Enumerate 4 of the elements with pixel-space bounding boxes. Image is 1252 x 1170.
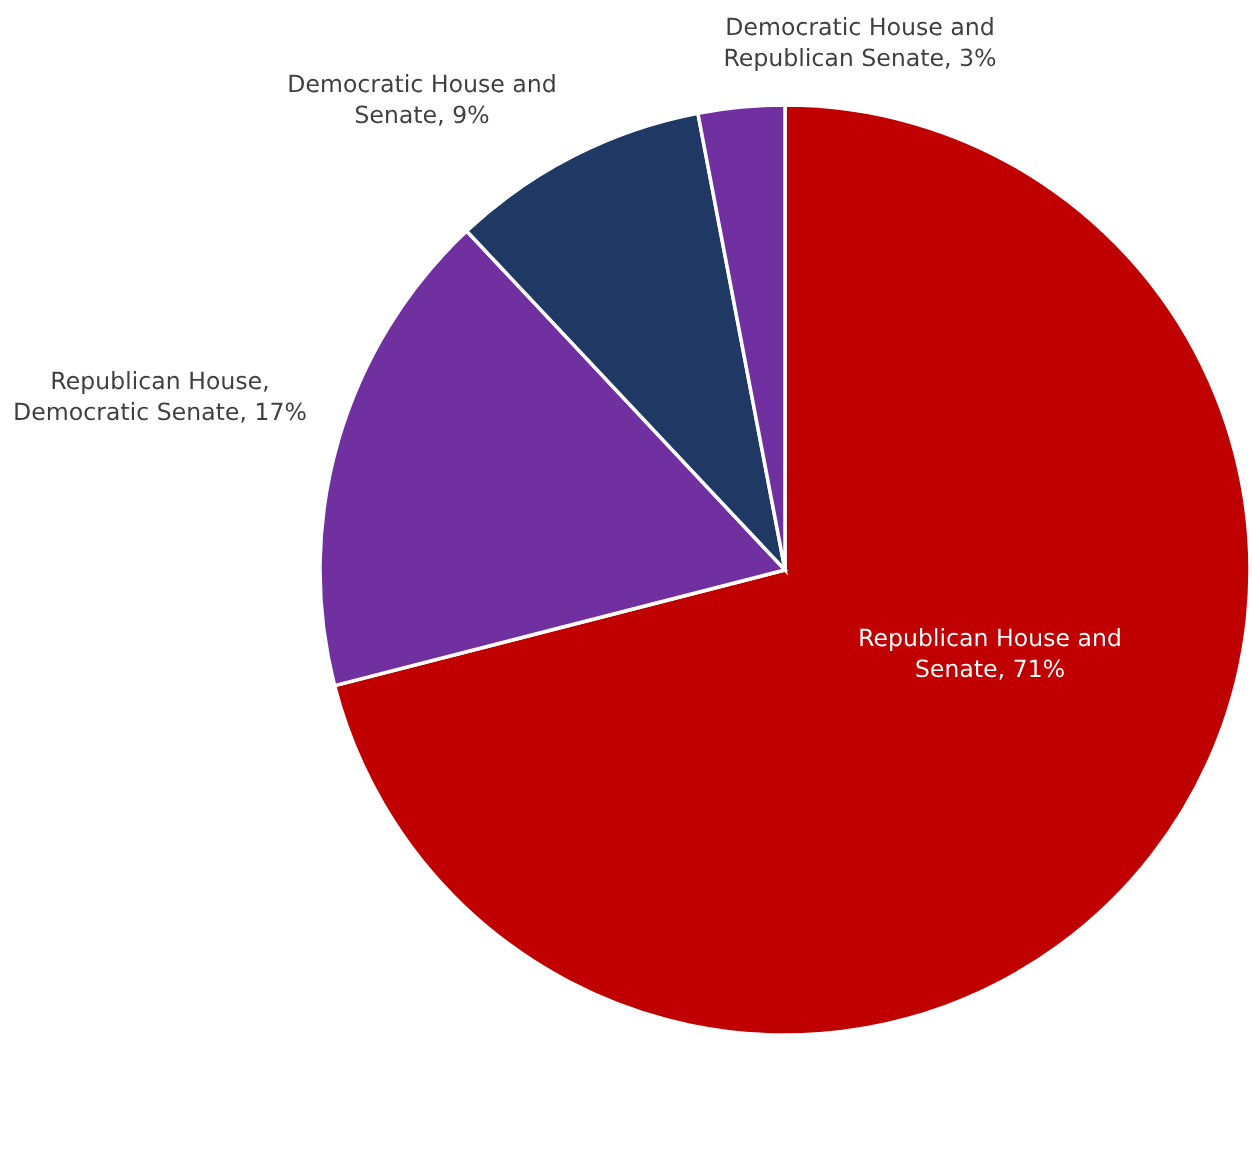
slice-label: Republican House, Democratic Senate, 17% [15, 371, 306, 423]
slice-label: Democratic House and Republican Senate, 3% [725, 17, 996, 71]
slice-label: Republican House and Senate, 71% [860, 628, 1120, 680]
slice-label: Democratic House and Senate, 9% [289, 74, 555, 126]
